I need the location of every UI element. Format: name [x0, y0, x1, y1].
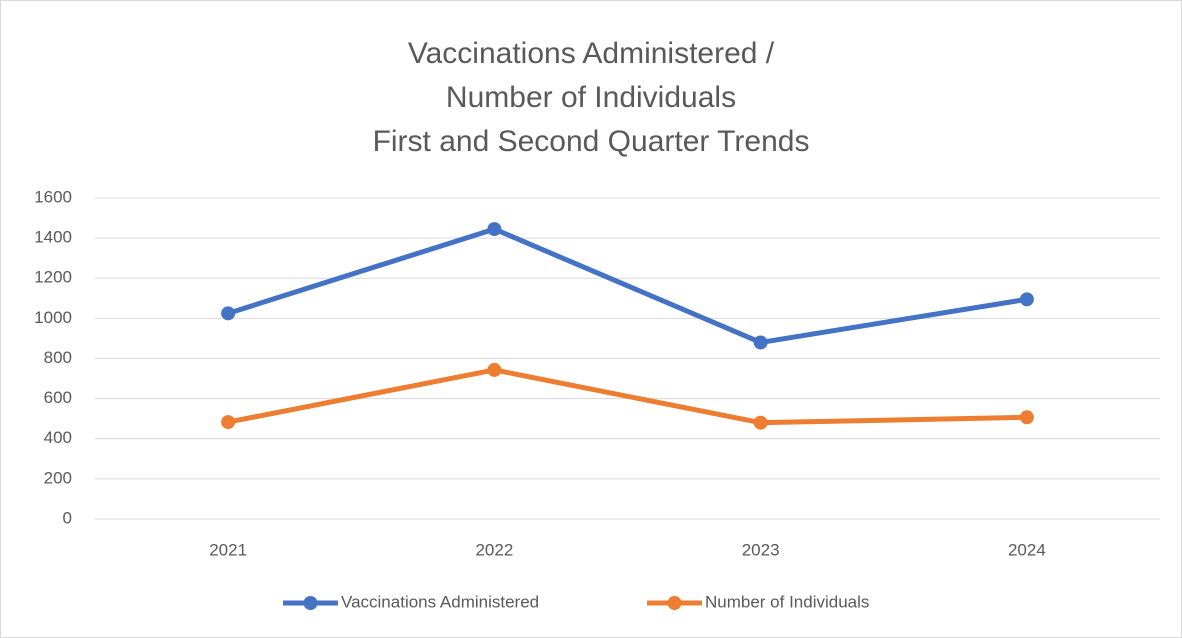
- legend-marker: [667, 596, 682, 610]
- legend-marker: [303, 596, 318, 610]
- y-tick-label: 1000: [34, 308, 72, 327]
- data-point: [753, 415, 768, 430]
- y-tick-label: 800: [44, 348, 72, 367]
- series-line: [225, 226, 1030, 345]
- data-point: [753, 335, 768, 350]
- y-tick-label: 1400: [34, 228, 72, 247]
- data-point: [221, 306, 236, 321]
- legend-label: Vaccinations Administered: [341, 592, 539, 611]
- y-tick-label: 600: [44, 388, 72, 407]
- data-point: [221, 415, 236, 430]
- data-point: [1019, 410, 1034, 425]
- x-tick-label: 2021: [209, 540, 247, 559]
- data-point: [487, 362, 502, 377]
- x-tick-label: 2023: [742, 540, 780, 559]
- x-tick-label: 2024: [1008, 540, 1046, 559]
- chart-title: Vaccinations Administered /: [408, 37, 775, 70]
- chart-title: Number of Individuals: [446, 81, 736, 114]
- data-point: [487, 222, 502, 237]
- y-tick-label: 0: [63, 508, 72, 527]
- series-line: [225, 367, 1030, 426]
- chart-title: First and Second Quarter Trends: [373, 125, 810, 158]
- x-tick-label: 2022: [475, 540, 513, 559]
- y-tick-label: 1200: [34, 268, 72, 287]
- legend-label: Number of Individuals: [705, 592, 869, 611]
- y-tick-label: 1600: [34, 187, 72, 206]
- y-tick-label: 400: [44, 428, 72, 447]
- data-point: [1019, 292, 1034, 307]
- y-tick-label: 200: [44, 468, 72, 487]
